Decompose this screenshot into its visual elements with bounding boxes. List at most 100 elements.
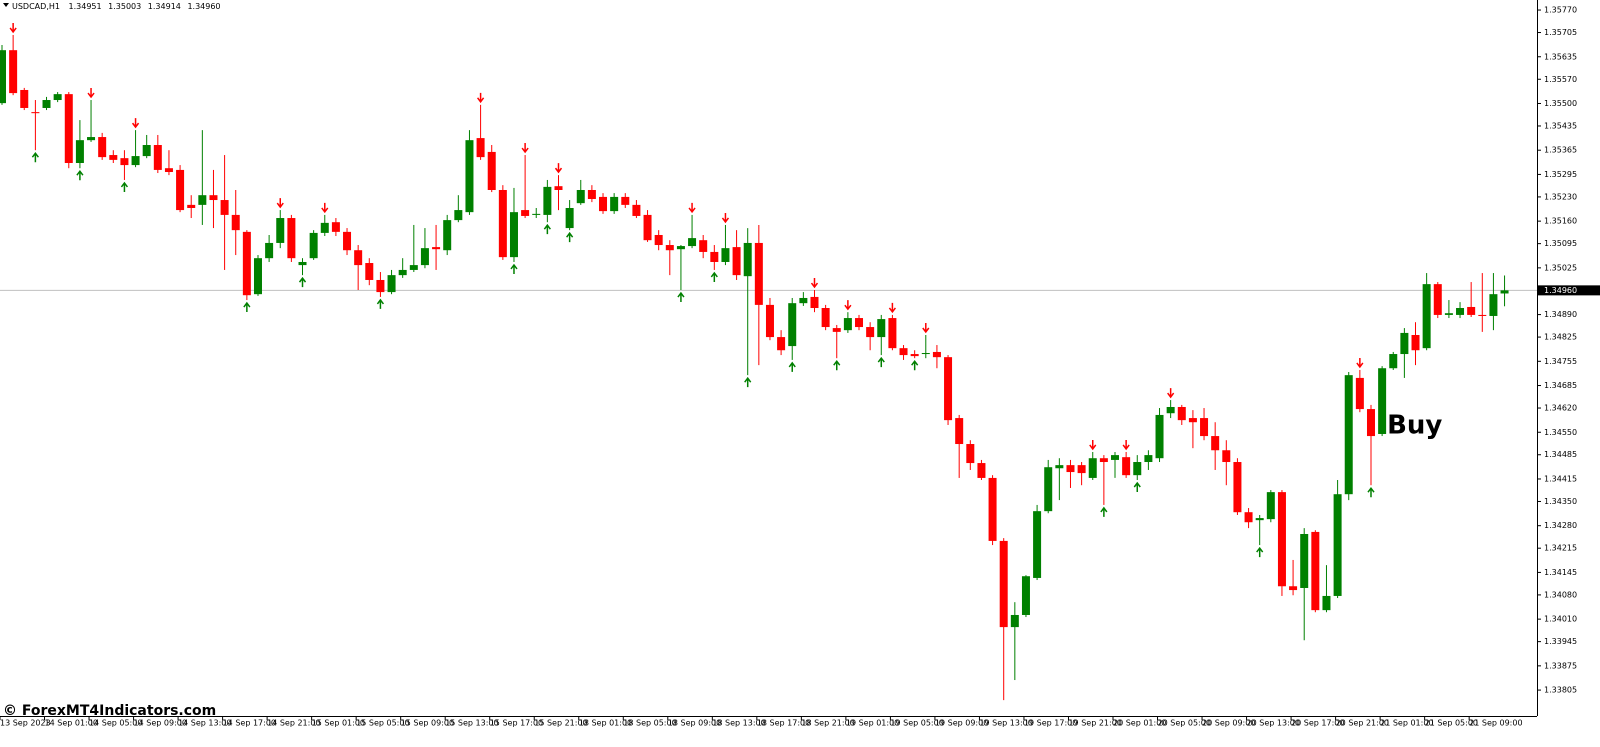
y-tick-label: 1.35435	[1544, 121, 1577, 130]
y-tick-label: 1.34415	[1544, 474, 1577, 483]
candle-body	[287, 218, 296, 259]
x-tick-label: 14 Sep 17:00	[223, 719, 276, 728]
candle-body	[298, 261, 307, 266]
y-tick-label: 1.34825	[1544, 333, 1577, 342]
candle-body	[1144, 455, 1153, 463]
y-tick-label: 1.35365	[1544, 146, 1577, 155]
candle-body	[209, 195, 218, 201]
candle-body	[1233, 462, 1242, 513]
sell-arrow	[1356, 357, 1364, 369]
candle-body	[443, 220, 452, 251]
x-tick-label: 19 Sep 05:00	[890, 719, 943, 728]
buy-arrow	[76, 169, 84, 181]
candle-body	[454, 210, 463, 221]
candle-body	[253, 258, 262, 295]
y-tick-label: 1.35635	[1544, 52, 1577, 61]
candle-body	[1366, 409, 1375, 437]
candle-body	[1433, 284, 1442, 315]
candle-body	[1277, 492, 1286, 587]
candle-body	[788, 303, 797, 347]
candle-body	[220, 200, 229, 215]
candle-body	[999, 540, 1008, 628]
x-tick-label: 18 Sep 01:00	[579, 719, 632, 728]
candle-body	[320, 222, 329, 233]
buy-arrow	[31, 151, 39, 163]
x-tick-label: 20 Sep 21:00	[1336, 719, 1389, 728]
candle-body	[955, 418, 964, 445]
candle-body	[398, 269, 407, 276]
candle-body	[409, 265, 418, 270]
annotation: Buy	[1387, 411, 1442, 441]
sell-arrow	[1167, 388, 1175, 399]
candle-body	[743, 242, 752, 277]
buy-arrow	[298, 276, 307, 288]
candle-body	[1411, 335, 1420, 351]
candle-body	[1300, 534, 1309, 588]
y-tick-label: 1.34350	[1544, 497, 1577, 506]
candle-body	[799, 297, 808, 304]
y-tick-label: 1.35160	[1544, 217, 1577, 226]
y-tick-label: 1.34550	[1544, 428, 1577, 437]
candle-body	[721, 248, 730, 262]
sell-arrow	[87, 88, 95, 99]
candle-body	[1400, 332, 1409, 355]
y-tick-label: 1.34145	[1544, 568, 1577, 577]
candle-body	[699, 240, 708, 252]
y-tick-label: 1.35095	[1544, 239, 1577, 248]
candle-body	[476, 138, 485, 158]
candle-body	[877, 319, 886, 338]
y-tick-label: 1.34215	[1544, 544, 1577, 553]
x-tick-label: 18 Sep 17:00	[757, 719, 810, 728]
header-high: 1.35003	[108, 2, 141, 11]
y-tick-label: 1.34485	[1544, 450, 1577, 459]
candle-body	[944, 357, 953, 421]
candle-body	[31, 112, 40, 114]
candle-body	[1122, 457, 1131, 476]
candle-body	[665, 245, 674, 251]
candle-body	[109, 155, 118, 160]
candle-body	[1311, 531, 1320, 611]
candle-body	[387, 275, 396, 293]
y-tick-label: 1.35230	[1544, 192, 1577, 201]
symbol: USDCAD,H1	[12, 2, 60, 11]
candle-body	[843, 318, 852, 331]
candle-body	[610, 196, 619, 212]
y-tick-label: 1.34890	[1544, 310, 1577, 319]
x-tick-label: 21 Sep 05:00	[1425, 719, 1478, 728]
buy-arrow	[543, 223, 551, 235]
candle-body	[242, 231, 251, 296]
candle-body	[1088, 458, 1097, 478]
candle-body	[855, 318, 864, 328]
candle-body	[9, 50, 18, 94]
candle-body	[164, 168, 173, 173]
candle-body	[331, 222, 340, 232]
candle-body	[1355, 377, 1364, 410]
x-tick-label: 13 Sep 2023	[0, 719, 51, 728]
buy-arrow	[833, 359, 841, 371]
candle-body	[1044, 467, 1053, 512]
candle-body	[1211, 436, 1220, 451]
candle-body	[676, 246, 685, 250]
candle-body	[1099, 458, 1108, 463]
candle-body	[131, 156, 140, 166]
sell-arrow	[721, 212, 730, 224]
y-tick-label: 1.34620	[1544, 404, 1577, 413]
buy-arrow	[788, 361, 796, 372]
candle-body	[1077, 465, 1086, 474]
buy-arrow	[510, 263, 518, 274]
buy-arrow	[677, 291, 685, 303]
candle-body	[0, 50, 6, 104]
candle-body	[1322, 595, 1331, 611]
y-tick-label: 1.33805	[1544, 686, 1577, 695]
candle-body	[977, 463, 986, 478]
candle-body	[832, 328, 841, 332]
candle-body	[1133, 462, 1142, 476]
candle-body	[543, 186, 552, 215]
x-tick-label: 20 Sep 17:00	[1291, 719, 1344, 728]
candle-body	[988, 477, 997, 541]
candle-body	[621, 196, 630, 205]
sell-arrow	[810, 278, 819, 289]
sell-arrow	[476, 92, 485, 104]
candle-body	[1255, 518, 1264, 521]
